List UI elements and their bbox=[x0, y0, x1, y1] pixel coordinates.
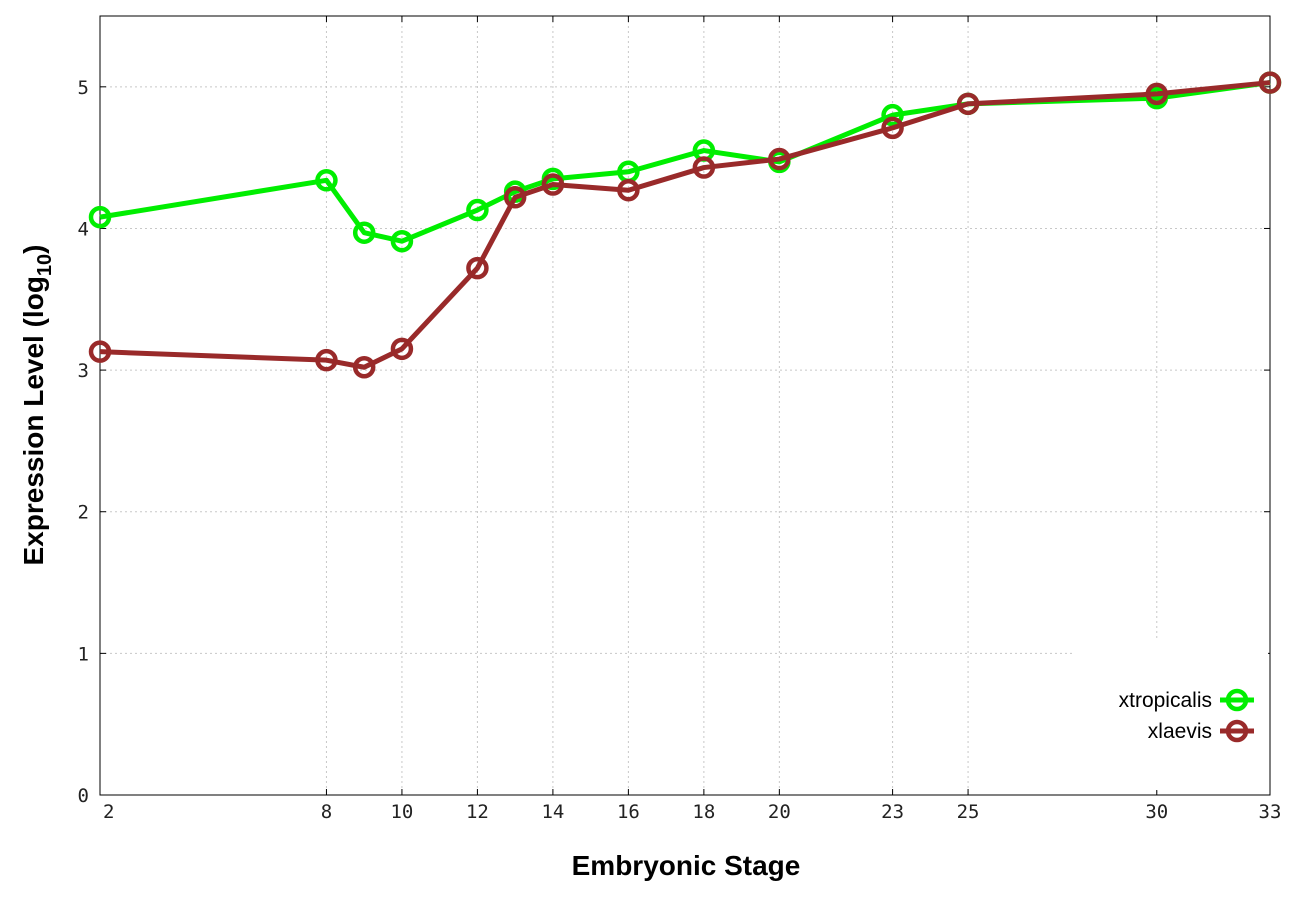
y-axis-title-subscript: 10 bbox=[34, 254, 56, 276]
y-axis-title-main: Expression Level (log bbox=[18, 276, 49, 565]
x-tick-label: 33 bbox=[1259, 801, 1282, 823]
y-tick-label: 2 bbox=[78, 502, 89, 524]
data-point-xtropicalis bbox=[315, 169, 338, 192]
data-point-xlaevis bbox=[88, 340, 112, 363]
data-point-xtropicalis bbox=[88, 205, 112, 229]
data-point-xlaevis bbox=[881, 116, 904, 140]
plot-frame bbox=[99, 15, 1271, 796]
data-point-xlaevis bbox=[1258, 71, 1282, 94]
data-point-xtropicalis bbox=[466, 198, 489, 222]
data-point-xlaevis bbox=[315, 348, 338, 372]
legend-marker-swatch bbox=[1225, 688, 1249, 712]
x-axis-title: Embryonic Stage bbox=[572, 850, 801, 881]
x-tick-label: 30 bbox=[1145, 801, 1168, 823]
legend-background bbox=[1072, 640, 1268, 790]
axis-ticks bbox=[99, 16, 1271, 796]
x-tick-label: 25 bbox=[957, 801, 980, 823]
x-tick-label: 16 bbox=[617, 801, 640, 823]
legend-label: xtropicalis bbox=[1119, 689, 1212, 712]
data-point-xlaevis bbox=[956, 92, 980, 116]
x-tick-label: 20 bbox=[768, 801, 791, 823]
legend-marker-swatch bbox=[1225, 719, 1249, 743]
data-point-xlaevis bbox=[692, 156, 716, 179]
data-point-xlaevis bbox=[352, 356, 376, 379]
x-tick-label: 10 bbox=[390, 801, 413, 823]
data-point-xlaevis bbox=[768, 147, 791, 171]
legend-label: xlaevis bbox=[1148, 720, 1212, 743]
data-point-xtropicalis bbox=[352, 221, 376, 244]
series-xtropicalis bbox=[88, 71, 1282, 253]
data-point-xtropicalis bbox=[390, 229, 414, 253]
x-tick-label: 18 bbox=[692, 801, 715, 823]
y-axis-title: Expression Level (log10) bbox=[18, 245, 56, 566]
data-point-xlaevis bbox=[541, 173, 565, 196]
y-tick-label: 5 bbox=[78, 77, 89, 99]
x-tick-labels: 2 8 10 12 14 16 18 20 23 25 30 33 bbox=[103, 801, 1281, 823]
y-tick-label: 1 bbox=[78, 643, 89, 665]
series-layer bbox=[88, 71, 1282, 379]
y-tick-label: 0 bbox=[78, 785, 89, 807]
data-point-xlaevis bbox=[466, 256, 489, 280]
y-axis-title-close: ) bbox=[18, 245, 49, 254]
data-point-xlaevis bbox=[503, 186, 527, 209]
y-tick-label: 4 bbox=[78, 218, 89, 240]
x-tick-label: 8 bbox=[321, 801, 332, 823]
legend: xtropicalis xlaevis bbox=[1119, 688, 1254, 743]
x-tick-label: 2 bbox=[103, 801, 114, 823]
x-tick-label: 12 bbox=[466, 801, 489, 823]
x-tick-label: 23 bbox=[881, 801, 904, 823]
legend-item-xlaevis: xlaevis bbox=[1148, 719, 1254, 743]
data-point-xlaevis bbox=[1145, 82, 1169, 106]
y-tick-labels: 0 1 2 3 4 5 bbox=[78, 77, 89, 807]
data-point-xlaevis bbox=[390, 337, 414, 361]
legend-item-xtropicalis: xtropicalis bbox=[1119, 688, 1254, 712]
series-xlaevis bbox=[88, 71, 1282, 379]
series-line-xtropicalis bbox=[99, 80, 1271, 244]
data-point-xtropicalis bbox=[881, 103, 904, 127]
data-point-xlaevis bbox=[617, 178, 640, 202]
x-tick-label: 14 bbox=[541, 801, 564, 823]
series-line-xlaevis bbox=[99, 80, 1271, 370]
y-tick-label: 3 bbox=[78, 360, 89, 382]
